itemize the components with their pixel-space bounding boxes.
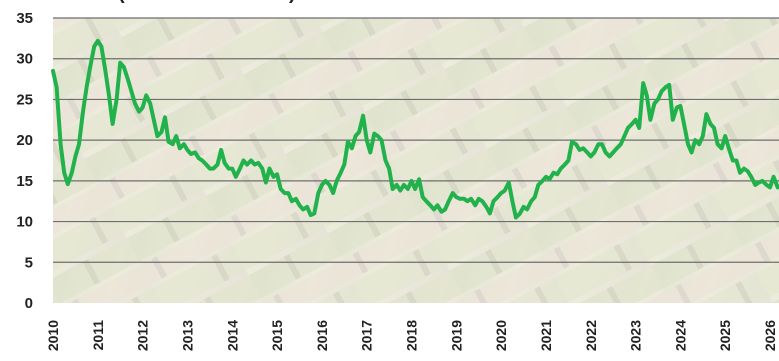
y-tick-label-0: 0 <box>25 295 33 312</box>
x-tick-label-2025: 2025 <box>717 320 733 351</box>
x-tick-label-2014: 2014 <box>224 320 240 351</box>
plot-background-wash <box>53 18 779 303</box>
y-tick-label-30: 30 <box>16 51 33 68</box>
x-tick-label-2010: 2010 <box>45 320 61 351</box>
x-tick-label-2017: 2017 <box>359 320 375 351</box>
y-tick-label-25: 25 <box>16 91 33 108</box>
x-tick-label-2012: 2012 <box>135 320 151 351</box>
y-tick-label-15: 15 <box>16 173 33 190</box>
y-tick-label-35: 35 <box>16 10 33 27</box>
y-tick-label-20: 20 <box>16 132 33 149</box>
y-tick-label-10: 10 <box>16 214 33 231</box>
x-tick-label-2024: 2024 <box>672 320 688 351</box>
x-axis-ticks: 2010 2011 2012 2013 2014 2015 2016 2017 2018 2019… <box>45 320 778 351</box>
series-line-0 <box>51 38 779 220</box>
plot-background <box>53 18 779 303</box>
x-tick-label-2026: 2026 <box>762 320 778 351</box>
x-tick-label-2020: 2020 <box>493 320 509 351</box>
x-tick-label-2015: 2015 <box>269 320 285 351</box>
chart-title-fragment-close: ) <box>289 0 296 4</box>
y-axis-ticks: 0 5 10 15 20 25 30 35 <box>16 10 33 312</box>
x-tick-label-2021: 2021 <box>538 320 554 351</box>
x-tick-label-2016: 2016 <box>314 320 330 351</box>
x-tick-label-2013: 2013 <box>179 320 195 351</box>
chart-title-fragment-open: ( <box>118 0 125 4</box>
x-tick-label-2011: 2011 <box>90 320 106 351</box>
x-tick-label-2019: 2019 <box>448 320 464 351</box>
plot-area <box>53 18 779 303</box>
y-tick-label-5: 5 <box>25 254 33 271</box>
x-tick-label-2018: 2018 <box>404 320 420 351</box>
x-tick-label-2023: 2023 <box>628 320 644 351</box>
series-group <box>51 38 779 220</box>
x-tick-label-2022: 2022 <box>583 320 599 351</box>
